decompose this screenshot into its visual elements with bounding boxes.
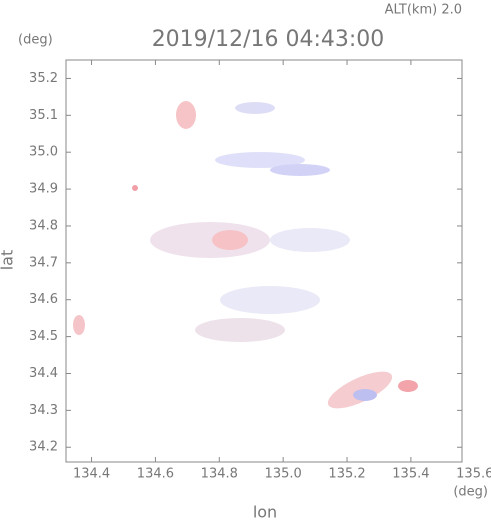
chart-title: 2019/12/16 04:43:00 bbox=[152, 27, 385, 52]
echo bbox=[73, 315, 85, 335]
x-tick-label: 135.4 bbox=[392, 467, 429, 482]
echo bbox=[132, 185, 138, 191]
x-tick-label: 134.8 bbox=[201, 467, 238, 482]
x-tick-label: 135.2 bbox=[328, 467, 365, 482]
x-tick-label: 134.6 bbox=[137, 467, 174, 482]
y-tick-label: 34.7 bbox=[29, 255, 58, 270]
echo-field bbox=[73, 101, 418, 409]
echo bbox=[220, 286, 320, 314]
echo bbox=[270, 164, 330, 176]
y-unit: (deg) bbox=[18, 33, 53, 48]
x-unit: (deg) bbox=[453, 485, 488, 500]
y-tick-label: 34.3 bbox=[29, 403, 58, 418]
y-tick-label: 34.4 bbox=[29, 366, 58, 381]
echo bbox=[398, 380, 418, 392]
echo bbox=[176, 101, 196, 129]
echo bbox=[235, 102, 275, 114]
x-tick-label: 134.4 bbox=[73, 467, 110, 482]
y-tick-label: 34.9 bbox=[29, 182, 58, 197]
y-tick-label: 34.2 bbox=[29, 440, 58, 455]
echo bbox=[195, 318, 285, 342]
x-axis-label: lon bbox=[253, 503, 277, 521]
echo bbox=[353, 389, 377, 401]
y-tick-label: 35.0 bbox=[29, 145, 58, 160]
plot-frame bbox=[65, 59, 463, 463]
x-tick-label: 135.6 bbox=[456, 467, 491, 482]
echo bbox=[212, 230, 248, 250]
y-axis-label: lat bbox=[0, 250, 17, 271]
echo bbox=[215, 152, 305, 168]
altitude-label: ALT(km) 2.0 bbox=[385, 3, 462, 18]
x-tick-label: 135.0 bbox=[265, 467, 302, 482]
y-tick-label: 34.8 bbox=[29, 218, 58, 233]
echo bbox=[270, 228, 350, 252]
y-tick-label: 34.6 bbox=[29, 292, 58, 307]
y-tick-label: 34.5 bbox=[29, 329, 58, 344]
y-tick-label: 35.1 bbox=[29, 108, 58, 123]
echo bbox=[150, 222, 270, 258]
y-tick-label: 35.2 bbox=[29, 71, 58, 86]
